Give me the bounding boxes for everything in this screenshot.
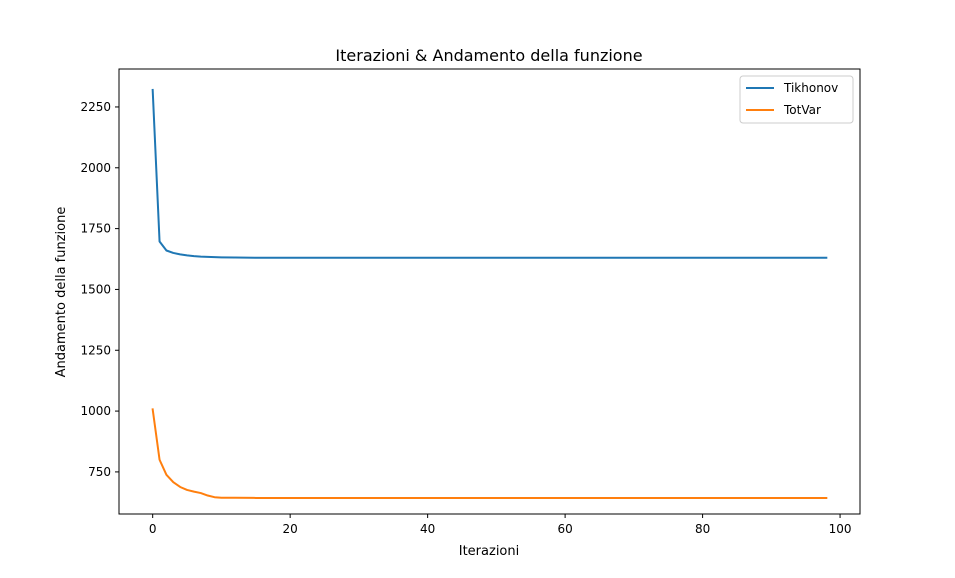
x-tick-label: 60 [557, 522, 572, 536]
x-tick-label: 20 [283, 522, 298, 536]
y-tick-label: 750 [88, 465, 111, 479]
x-tick-label: 80 [695, 522, 710, 536]
axis-ticks: 0 20 40 60 80 100 750 1000 1250 1500 1750 2000 2250 [80, 100, 851, 536]
plot-area [151, 88, 828, 499]
legend-label-tikhonov: Tikhonov [783, 81, 838, 95]
axes-frame [118, 68, 861, 515]
x-axis-label: Iterazioni [459, 544, 519, 559]
series-line-tikhonov [151, 88, 828, 259]
x-tick-label: 100 [829, 522, 852, 536]
y-tick-label: 2250 [80, 100, 111, 114]
y-tick-label: 1500 [80, 282, 111, 296]
chart-title: Iterazioni & Andamento della funzione [335, 46, 642, 65]
x-tick-label: 0 [149, 522, 157, 536]
series-line-totvar [151, 408, 828, 499]
legend: Tikhonov TotVar [739, 75, 854, 124]
y-tick-label: 2000 [80, 161, 111, 175]
y-axis-label: Andamento della funzione [54, 207, 69, 378]
y-tick-label: 1000 [80, 404, 111, 418]
legend-label-totvar: TotVar [783, 103, 821, 117]
y-tick-label: 1250 [80, 343, 111, 357]
y-tick-label: 1750 [80, 222, 111, 236]
x-tick-label: 40 [420, 522, 435, 536]
